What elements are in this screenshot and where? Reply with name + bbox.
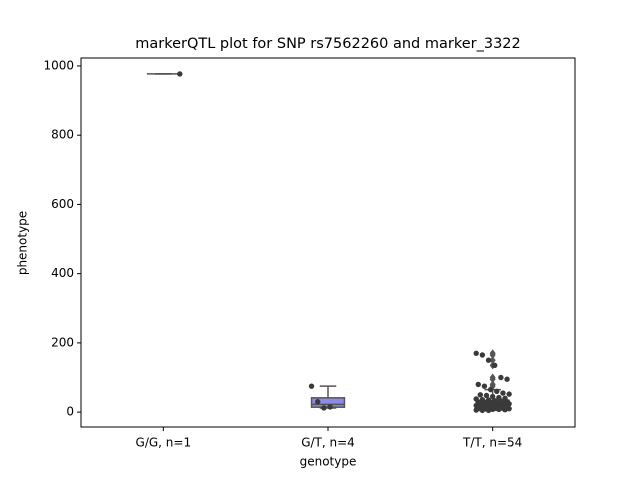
strip-point [489,406,496,413]
y-tick-label: 0 [66,405,74,419]
x-tick-label: G/G, n=1 [136,436,192,450]
strip-point [483,392,490,399]
strip-point [489,393,496,400]
x-tick-label: G/T, n=4 [301,436,355,450]
strip-point [473,350,479,356]
chart-title: markerQTL plot for SNP rs7562260 and mar… [135,36,521,52]
outlier [489,351,496,359]
strip-point [506,391,512,397]
y-tick-label: 400 [51,266,74,280]
strip-point [506,405,512,412]
strip-point [500,390,506,396]
strip-point [308,383,315,389]
strip-point [504,376,510,382]
y-tick-label: 600 [51,197,74,211]
y-tick-label: 200 [51,335,74,349]
strip-point [498,374,504,381]
strip-point [494,388,500,395]
y-tick-label: 800 [51,128,74,142]
strip-point [485,407,492,414]
y-axis-label: phenotype [16,211,30,275]
strip-point [496,406,502,413]
strip-point [487,386,494,393]
strip-point [477,392,484,398]
strip-point [502,406,508,413]
strip-point [479,407,486,414]
strip-point [473,407,479,413]
x-axis-label: genotype [300,455,357,469]
strip-point [479,352,486,358]
strip-point [475,381,481,388]
strip-point [327,404,333,410]
strip-point [485,357,492,363]
outlier [489,356,496,365]
plot-frame [80,57,576,428]
outlier [489,375,496,384]
strip-point [177,71,183,77]
y-tick-label: 1000 [43,58,74,72]
x-tick-label: T/T, n=54 [462,436,522,450]
strip-point [321,405,327,411]
strip-point [315,399,321,405]
strip-point [481,383,488,389]
strip-point [492,362,498,369]
